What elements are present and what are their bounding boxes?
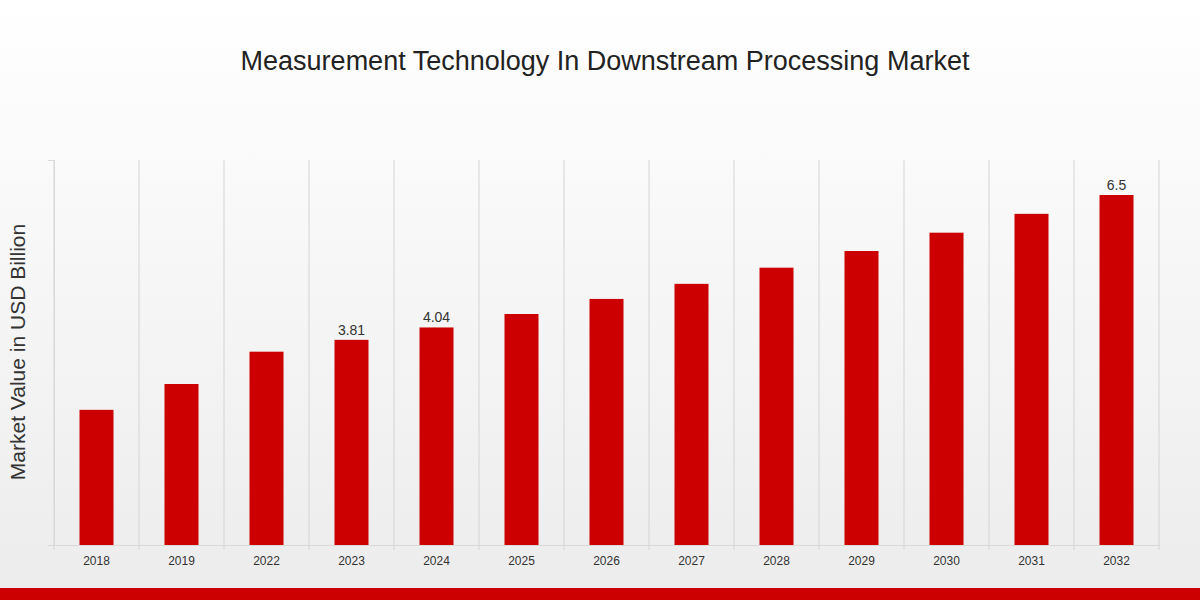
footer-band — [0, 588, 1200, 600]
bar — [930, 233, 964, 545]
x-axis-line — [55, 545, 1160, 546]
grid-line — [564, 160, 565, 550]
grid-line — [1159, 160, 1160, 550]
x-tick-label: 2032 — [1103, 554, 1130, 568]
x-tick: 2022 — [253, 545, 280, 568]
data-label: 3.81 — [338, 322, 365, 338]
grid-line — [479, 160, 480, 550]
x-tick-label: 2019 — [168, 554, 195, 568]
x-tick: 2025 — [508, 545, 535, 568]
bar — [590, 299, 624, 545]
grid-line — [309, 160, 310, 550]
x-tick-label: 2024 — [423, 554, 450, 568]
bar — [505, 314, 539, 545]
bar — [420, 327, 454, 545]
x-tick: 2030 — [933, 545, 960, 568]
grid-line — [1074, 160, 1075, 550]
x-tick: 2027 — [678, 545, 705, 568]
grid-line — [819, 160, 820, 550]
y-axis-line — [48, 161, 55, 546]
bar — [250, 352, 284, 545]
x-tick: 2028 — [763, 545, 790, 568]
x-tick: 2019 — [168, 545, 195, 568]
bar — [845, 251, 879, 545]
y-axis — [48, 161, 55, 546]
data-label: 6.5 — [1107, 177, 1127, 193]
bar — [1100, 195, 1134, 545]
bars — [80, 195, 1134, 545]
grid-line — [649, 160, 650, 550]
x-tick: 2026 — [593, 545, 620, 568]
x-tick-label: 2028 — [763, 554, 790, 568]
y-axis-title: Market Value in USD Billion — [6, 224, 29, 480]
grid — [54, 160, 1159, 550]
x-tick-label: 2025 — [508, 554, 535, 568]
x-tick: 2032 — [1103, 545, 1130, 568]
bar — [1015, 214, 1049, 545]
x-tick: 2018 — [83, 545, 110, 568]
grid-line — [224, 160, 225, 550]
grid-line — [904, 160, 905, 550]
bar — [760, 268, 794, 545]
bar — [335, 340, 369, 545]
bar — [165, 384, 199, 545]
x-tick: 2031 — [1018, 545, 1045, 568]
data-labels: 3.81 4.04 6.5 — [338, 177, 1127, 338]
x-tick-label: 2027 — [678, 554, 705, 568]
x-tick-label: 2022 — [253, 554, 280, 568]
bar — [80, 410, 114, 545]
grid-line — [139, 160, 140, 550]
x-axis: 2018 2019 2022 2023 2024 2025 2026 2027 2028 2029… — [55, 545, 1160, 568]
x-tick: 2023 — [338, 545, 365, 568]
x-tick-label: 2023 — [338, 554, 365, 568]
x-tick-label: 2026 — [593, 554, 620, 568]
grid-line — [394, 160, 395, 550]
x-tick: 2029 — [848, 545, 875, 568]
grid-line — [734, 160, 735, 550]
title: Measurement Technology In Downstream Pro… — [241, 46, 970, 76]
x-tick-label: 2030 — [933, 554, 960, 568]
data-label: 4.04 — [423, 309, 450, 325]
x-tick-label: 2018 — [83, 554, 110, 568]
x-tick-label: 2029 — [848, 554, 875, 568]
bar — [675, 284, 709, 545]
chart: 2018 2019 2022 2023 2024 2025 2026 2027 2028 2029… — [0, 0, 1200, 600]
grid-line — [989, 160, 990, 550]
x-tick-label: 2031 — [1018, 554, 1045, 568]
x-tick: 2024 — [423, 545, 450, 568]
